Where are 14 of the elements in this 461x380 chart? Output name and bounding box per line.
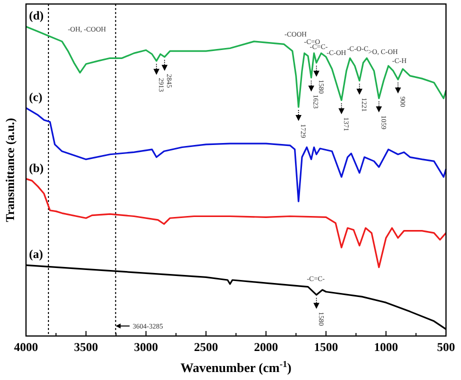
x-tick-label: 2000 — [254, 340, 278, 354]
series-label: (a) — [29, 247, 43, 262]
x-tick-label: 500 — [437, 340, 455, 354]
x-tick-label: 3000 — [134, 340, 158, 354]
x-axis-title: Wavenumber (cm$^{-1}$) — [180, 359, 292, 375]
x-tick-label: 1500 — [314, 340, 338, 354]
series-label: (b) — [29, 160, 44, 175]
x-tick-label: 4000 — [14, 340, 38, 354]
y-axis-title: Transmittance (a.u.) — [3, 118, 17, 222]
x-tick-label: 2500 — [194, 340, 218, 354]
series-label: (c) — [29, 90, 42, 104]
series-label: (d) — [29, 8, 44, 23]
x-tick-label: 3500 — [74, 340, 98, 354]
x-tick-label: 1000 — [374, 340, 398, 354]
